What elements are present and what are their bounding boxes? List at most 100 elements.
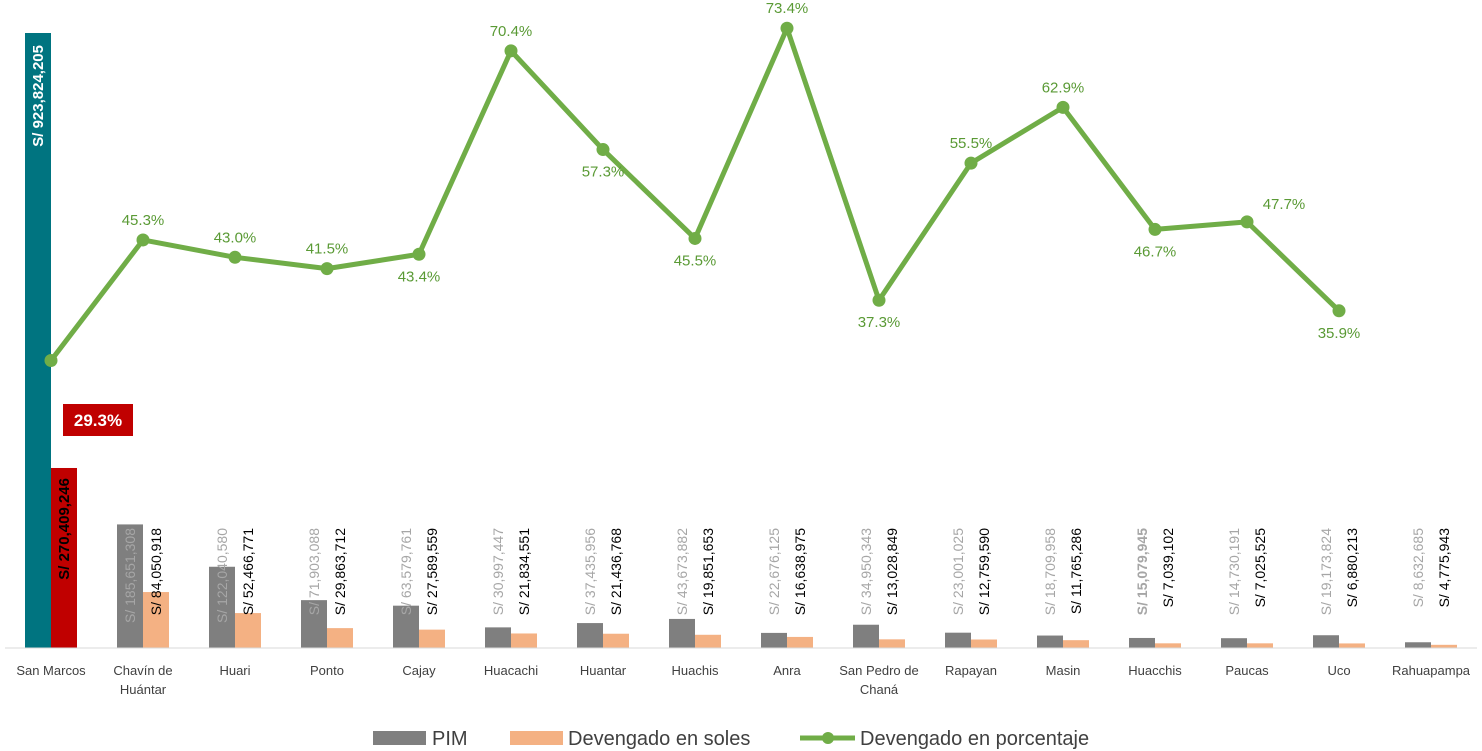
devengado-value-label: S/ 11,765,286	[1068, 528, 1084, 614]
pim-bar	[209, 566, 235, 648]
pim-bar	[761, 632, 787, 648]
percentage-marker	[44, 354, 58, 368]
percentage-marker	[1332, 304, 1346, 318]
devengado-bar	[971, 639, 997, 648]
pim-value-label: S/ 122,040,580	[214, 528, 230, 623]
pim-bar	[853, 624, 879, 648]
devengado-bar	[1063, 640, 1089, 648]
legend-pim-swatch	[373, 731, 426, 745]
devengado-bar	[1155, 643, 1181, 648]
percentage-marker	[1056, 100, 1070, 114]
pim-value-label: S/ 71,903,088	[306, 528, 322, 615]
devengado-value-label: S/ 16,638,975	[792, 528, 808, 615]
legend-pct-label: Devengado en porcentaje	[860, 728, 1089, 750]
percentage-label: 57.3%	[582, 164, 625, 181]
pim-bar	[485, 627, 511, 648]
category-label: San Marcos	[16, 663, 86, 678]
devengado-bar	[787, 636, 813, 648]
percentage-marker	[688, 231, 702, 245]
devengado-bar	[1431, 644, 1457, 648]
percentage-marker	[872, 293, 886, 307]
percentage-marker	[964, 156, 978, 170]
pim-value-label: S/ 23,001,025	[950, 528, 966, 615]
pim-value-label: S/ 19,173,824	[1318, 528, 1334, 615]
percentage-label: 70.4%	[490, 23, 533, 40]
pim-bar	[393, 605, 419, 648]
pim-value-label: S/ 22,676,125	[766, 528, 782, 615]
devengado-bar	[879, 639, 905, 648]
category-label: Rahuapampa	[1392, 663, 1471, 678]
pim-value-label: S/ 30,997,447	[490, 528, 506, 615]
devengado-value-label: S/ 29,863,712	[332, 528, 348, 615]
category-label: Huachis	[672, 663, 719, 678]
highlight-label-bg	[63, 404, 133, 436]
pim-bar	[1129, 637, 1155, 648]
category-label: San Pedro de Chaná	[839, 663, 919, 697]
percentage-label: 35.9%	[1318, 325, 1361, 342]
pim-bar	[945, 632, 971, 648]
pim-value-label: S/ 34,950,343	[858, 528, 874, 615]
percentage-label: 73.4%	[766, 0, 809, 17]
legend-dev-swatch	[510, 731, 563, 745]
percentage-marker	[412, 247, 426, 261]
pim-value-label: S/ 43,673,882	[674, 528, 690, 615]
percentage-marker	[504, 44, 518, 58]
percentage-label: 41.5%	[306, 241, 349, 258]
devengado-value-label: S/ 19,851,653	[700, 528, 716, 615]
percentage-label: 47.7%	[1263, 196, 1306, 213]
devengado-value-label: S/ 84,050,918	[148, 528, 164, 615]
devengado-bar	[511, 633, 537, 648]
percentage-marker	[136, 233, 150, 247]
pim-value-label: S/ 18,709,958	[1042, 528, 1058, 615]
devengado-value-label: S/ 21,834,551	[516, 528, 532, 615]
category-label: Ponto	[310, 663, 344, 678]
percentage-marker	[596, 143, 610, 157]
pim-bar	[1037, 635, 1063, 648]
category-label: Uco	[1327, 663, 1350, 678]
percentage-label: 46.7%	[1134, 243, 1177, 260]
pim-value-label: S/ 63,579,761	[398, 528, 414, 615]
percentage-label: 45.3%	[122, 212, 165, 229]
pim-bar	[1313, 635, 1339, 648]
pim-bar	[1221, 638, 1247, 648]
pim-bar	[301, 600, 327, 648]
category-label: Anra	[773, 663, 801, 678]
category-labels: San Marcos Chavín de Huántar Huari Ponto Caja…	[16, 663, 1470, 697]
category-label: Chavín de Huántar	[113, 663, 172, 697]
pim-value-label: S/ 185,651,308	[122, 528, 138, 623]
devengado-value-label: S/ 13,028,849	[884, 528, 900, 615]
devengado-value-label: S/ 4,775,943	[1436, 528, 1452, 608]
legend-pim-label: PIM	[432, 728, 468, 750]
devengado-bar	[419, 629, 445, 648]
devengado-value-label: S/ 7,039,102	[1160, 528, 1176, 608]
legend-dev-label: Devengado en soles	[568, 728, 750, 750]
pim-bar	[25, 33, 51, 648]
legend: PIM Devengado en soles Devengado en porc…	[373, 728, 1089, 750]
category-label: Rapayan	[945, 663, 997, 678]
devengado-bar	[143, 592, 169, 648]
pim-bar	[1405, 642, 1431, 648]
category-label: Cajay	[402, 663, 436, 678]
category-label: Paucas	[1225, 663, 1269, 678]
percentage-marker	[1148, 222, 1162, 236]
category-label: Huacachi	[484, 663, 538, 678]
pim-value-label: S/ 15,079,945	[1134, 528, 1150, 615]
devengado-bar	[327, 628, 353, 648]
devengado-bar	[603, 633, 629, 648]
percentage-label: 55.5%	[950, 135, 993, 152]
devengado-bar	[51, 467, 77, 648]
pim-bar	[117, 524, 143, 648]
percentage-marker	[228, 250, 242, 264]
category-label: Huacchis	[1128, 663, 1182, 678]
percentage-label: 29.3%	[74, 411, 122, 430]
percentage-label: 45.5%	[674, 252, 717, 269]
category-label: Masin	[1046, 663, 1081, 678]
line-layer	[44, 21, 1346, 368]
percentage-label: 43.4%	[398, 268, 441, 285]
devengado-value-label: S/ 27,589,559	[424, 528, 440, 615]
pim-value-label: S/ 8,632,685	[1410, 528, 1426, 608]
devengado-bar	[235, 613, 261, 648]
percentage-marker	[320, 262, 334, 276]
percentage-line	[49, 25, 1341, 363]
devengado-bar	[1339, 643, 1365, 648]
